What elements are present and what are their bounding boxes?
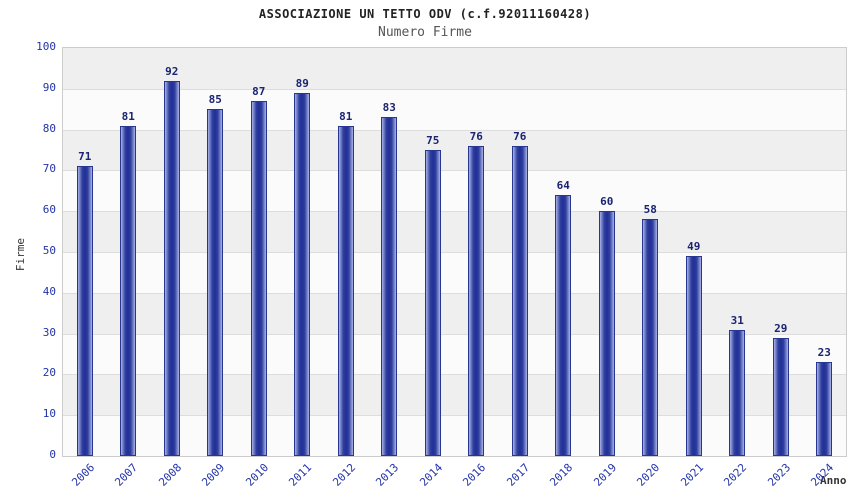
bar-value-label: 83: [382, 101, 396, 115]
bar: [424, 150, 441, 456]
gridline: [63, 129, 846, 131]
x-tick-label: 2021: [678, 461, 706, 489]
y-tick-label: 0: [49, 448, 56, 461]
bar-value-label: 76: [469, 129, 483, 143]
x-tick-label: 2019: [591, 461, 619, 489]
gridline: [63, 292, 846, 294]
background-band: [63, 374, 846, 416]
y-tick-label: 10: [42, 407, 56, 421]
bar-value-label: 85: [208, 93, 222, 107]
bar-value-label: 75: [426, 134, 440, 147]
x-tick-label: 2012: [330, 461, 358, 489]
background-band: [63, 415, 846, 456]
x-tick-label: 2009: [199, 461, 228, 489]
plot-area: 71 81 92 85 87 89 81 83 75 76 76 64 60 58 49 31 29 23: [62, 47, 847, 457]
x-tick-label: 2022: [721, 461, 750, 489]
y-tick-label: 90: [42, 80, 56, 94]
gridline: [63, 170, 846, 172]
gridline: [63, 88, 846, 90]
bar: [468, 145, 485, 456]
bar: [685, 256, 702, 456]
x-tick-label: 2014: [417, 461, 445, 489]
bar-value-label: 29: [774, 321, 788, 335]
background-band: [63, 88, 846, 130]
x-tick-label: 2017: [504, 461, 532, 489]
bar-value-label: 92: [165, 64, 179, 78]
background-band: [63, 170, 846, 212]
gridline: [63, 211, 846, 213]
y-tick-label: 20: [42, 366, 56, 380]
bar: [250, 101, 267, 456]
gridline: [63, 333, 846, 335]
background-band: [63, 292, 846, 334]
bar-value-label: 31: [730, 313, 744, 327]
gridline: [63, 415, 846, 417]
bar: [337, 125, 354, 456]
x-axis-title: Anno: [820, 474, 847, 487]
bar: [76, 166, 93, 456]
y-tick-label: 100: [36, 40, 56, 53]
background-band: [63, 48, 846, 89]
bar: [555, 194, 572, 456]
y-tick-label: 40: [42, 284, 56, 298]
bar-value-label: 81: [121, 109, 135, 123]
bar: [163, 80, 180, 456]
bar: [120, 125, 137, 456]
bar-value-label: 71: [78, 150, 92, 164]
y-tick-label: 70: [42, 162, 56, 176]
bar: [381, 117, 398, 456]
x-tick-label: 2010: [243, 461, 271, 489]
bar-value-label: 76: [513, 129, 527, 143]
x-tick-label: 2023: [765, 461, 793, 489]
background-band: [63, 333, 846, 375]
chart-title: ASSOCIAZIONE UN TETTO ODV (c.f.920111604…: [258, 7, 592, 21]
x-tick-label: 2018: [547, 461, 576, 489]
background-band: [63, 211, 846, 252]
bar-value-label: 23: [817, 346, 831, 360]
background-band: [63, 129, 846, 171]
bar-value-label: 64: [556, 178, 570, 192]
bar-value-label: 89: [295, 76, 309, 90]
x-tick-label: 2013: [373, 461, 402, 489]
bar-value-label: 81: [339, 109, 353, 123]
x-tick-label: 2016: [460, 461, 489, 489]
x-tick-label: 2011: [286, 461, 315, 489]
y-tick-label: 80: [42, 121, 56, 135]
x-tick-label: 2008: [156, 461, 184, 489]
x-tick-label: 2020: [634, 461, 663, 489]
bar-value-label: 58: [643, 203, 657, 217]
bar: [207, 109, 224, 456]
y-tick-label: 60: [42, 203, 56, 217]
bar-value-label: 49: [687, 240, 701, 254]
bar: [772, 337, 789, 456]
bar: [294, 92, 311, 456]
x-tick-label: 2006: [69, 461, 97, 489]
bar: [598, 211, 615, 456]
bar: [642, 219, 659, 456]
x-tick-label: 2007: [112, 461, 141, 489]
bar: [729, 329, 746, 456]
bar: [816, 362, 833, 456]
chart-subtitle: Numero Firme: [378, 25, 472, 40]
bar-value-label: 60: [600, 195, 614, 209]
background-band: [63, 252, 846, 293]
bar: [511, 145, 528, 456]
gridline: [63, 252, 846, 253]
gridline: [63, 374, 846, 376]
y-tick-label: 30: [42, 325, 56, 339]
y-tick-label: 50: [42, 244, 56, 257]
bar-value-label: 87: [252, 85, 266, 99]
